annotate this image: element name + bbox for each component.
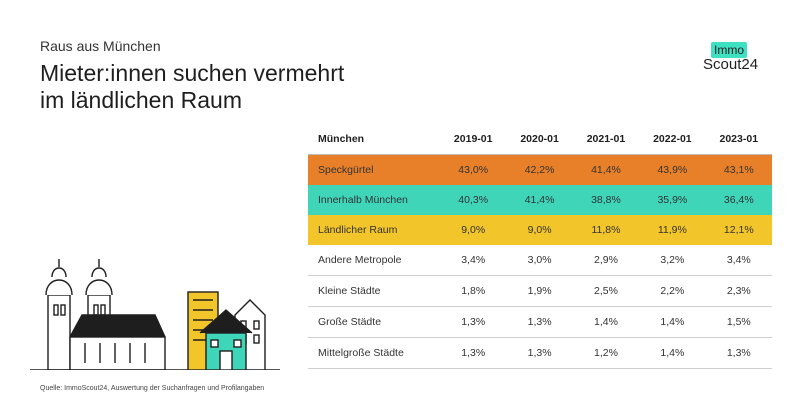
logo-word: Scout24 [703, 56, 759, 73]
column-header: 2019-01 [440, 124, 507, 155]
table-cell: 1,3% [506, 337, 573, 369]
table-cell: 11,9% [657, 224, 687, 236]
source-note: Quelle: ImmoScout24, Auswertung der Such… [40, 385, 265, 392]
table-row: Speckgürtel 43,0% 42,2% 41,4% 43,9% 43,1% [308, 154, 772, 185]
table-row: Kleine Städte 1,8% 1,9% 2,5% 2,2% 2,3% [308, 275, 772, 307]
row-label: Große Städte [308, 306, 440, 338]
table-cell: 9,0% [527, 224, 552, 236]
table-cell: 1,3% [705, 337, 772, 369]
row-label: Andere Metropole [308, 245, 440, 276]
table-cell: 41,4% [591, 164, 621, 176]
table-cell: 35,9% [657, 194, 688, 206]
table-row: Andere Metropole 3,4% 3,0% 2,9% 3,2% 3,4% [308, 245, 772, 276]
table-cell: 3,4% [705, 245, 772, 276]
column-header: 2023-01 [705, 124, 772, 155]
table-cell: 2,3% [705, 275, 772, 307]
table-cell: 9,0% [461, 224, 486, 236]
munich-skyline-illustration [30, 259, 280, 370]
table-row: Innerhalb München 40,3% 41,4% 38,8% 35,9% 36,… [308, 185, 772, 215]
row-label: Speckgürtel [318, 164, 374, 176]
column-header: 2020-01 [506, 124, 573, 155]
table-cell: 1,4% [639, 337, 706, 369]
table-cell: 3,2% [639, 245, 706, 276]
column-header: München [308, 124, 440, 155]
table-cell: 2,2% [639, 275, 706, 307]
data-table: München 2019-01 2020-01 2021-01 2022-01 … [308, 124, 772, 369]
table-cell: 43,0% [458, 164, 489, 176]
table-cell: 1,3% [440, 306, 507, 338]
table-row: Ländlicher Raum 9,0% 9,0% 11,8% 11,9% 12,1% [308, 215, 772, 245]
table-cell: 41,4% [524, 194, 555, 206]
row-label: Innerhalb München [318, 194, 408, 206]
table-cell: 43,1% [723, 164, 754, 176]
column-header: 2022-01 [639, 124, 706, 155]
immoscout24-logo: Immo Scout24 [703, 42, 763, 74]
table-cell: 3,0% [506, 245, 573, 276]
table-row: Mittelgroße Städte 1,3% 1,3% 1,2% 1,4% 1,3% [308, 337, 772, 369]
table-cell: 1,3% [440, 337, 507, 369]
kicker: Raus aus München [40, 38, 161, 54]
table-cell: 1,4% [572, 306, 640, 338]
title-line-2: im ländlichen Raum [40, 87, 242, 113]
table-cell: 3,4% [440, 245, 507, 276]
logo-tag: Immo [711, 42, 747, 58]
table-cell: 1,2% [572, 337, 640, 369]
table-cell: 1,5% [705, 306, 772, 338]
table-cell: 12,1% [723, 224, 754, 236]
table-cell: 38,8% [591, 194, 621, 206]
row-label: Ländlicher Raum [318, 224, 398, 236]
table-cell: 1,9% [506, 275, 573, 307]
table-cell: 11,8% [591, 224, 621, 236]
page-title: Mieter:innen suchen vermehrt im ländlich… [40, 60, 344, 114]
table-cell: 1,4% [639, 306, 706, 338]
table-cell: 36,4% [723, 194, 754, 206]
table-row: Große Städte 1,3% 1,3% 1,4% 1,4% 1,5% [308, 306, 772, 338]
title-line-1: Mieter:innen suchen vermehrt [40, 60, 345, 86]
table-cell: 1,3% [506, 306, 573, 338]
row-label: Kleine Städte [308, 275, 440, 307]
table-cell: 42,2% [524, 164, 555, 176]
column-header: 2021-01 [572, 124, 640, 155]
row-label: Mittelgroße Städte [308, 337, 440, 369]
table-cell: 2,9% [572, 245, 640, 276]
table-cell: 40,3% [458, 194, 489, 206]
table-cell: 2,5% [572, 275, 640, 307]
table-header-row: München 2019-01 2020-01 2021-01 2022-01 … [308, 124, 772, 155]
table-cell: 1,8% [440, 275, 507, 307]
table-cell: 43,9% [657, 164, 688, 176]
